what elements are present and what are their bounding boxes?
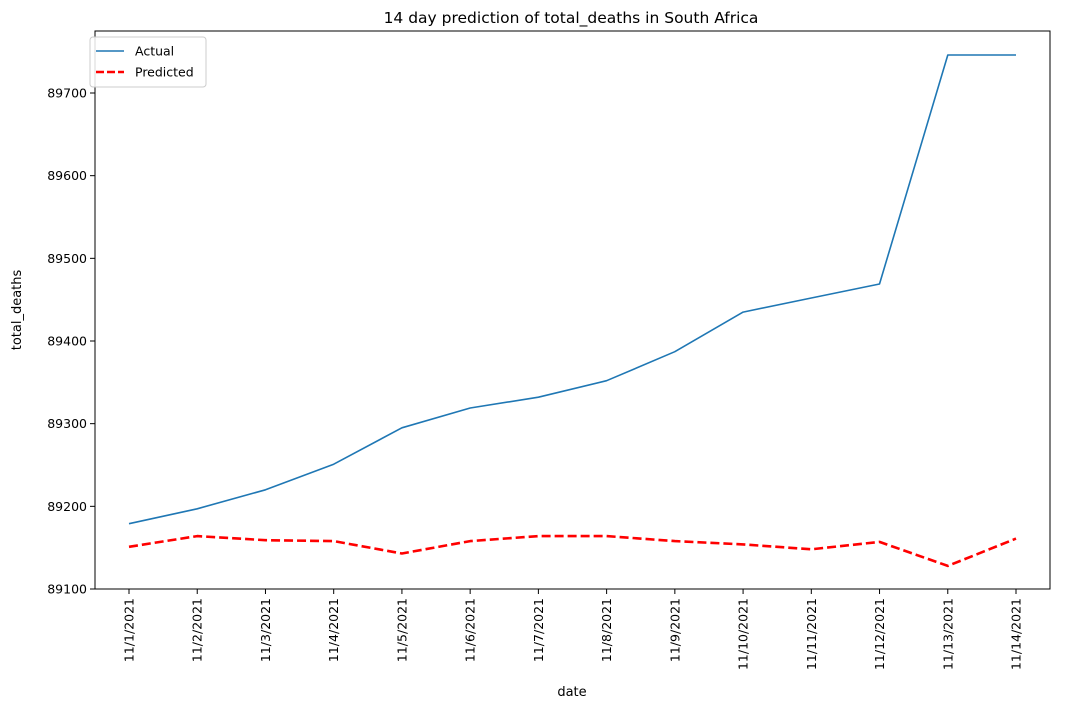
plot-area (94, 30, 1051, 590)
x-tick-label: 11/1/2021 (122, 598, 137, 662)
x-tick-label: 11/8/2021 (599, 598, 614, 662)
legend-label-actual: Actual (135, 44, 174, 59)
x-tick-label: 11/2/2021 (190, 598, 205, 662)
series-lines (128, 54, 1017, 568)
x-axis: 11/1/2021 11/2/2021 11/3/2021 11/4/2021 11/5… (122, 589, 1024, 670)
y-tick-label: 89400 (47, 334, 87, 349)
y-axis: 89100 89200 89300 89400 89500 89600 89700 (47, 86, 95, 597)
legend-box (89, 36, 207, 88)
y-tick-label: 89300 (47, 416, 87, 431)
y-tick-label: 89500 (47, 251, 87, 266)
legend-label-predicted: Predicted (135, 65, 194, 80)
x-tick-label: 11/4/2021 (326, 598, 341, 662)
x-tick-label: 11/9/2021 (667, 598, 682, 662)
x-tick-label: 11/10/2021 (736, 598, 751, 670)
x-tick-label: 11/3/2021 (258, 598, 273, 662)
chart-title: 14 day prediction of total_deaths in Sou… (384, 9, 759, 28)
y-tick-label: 89200 (47, 499, 87, 514)
y-tick-label: 89600 (47, 168, 87, 183)
y-tick-label: 89100 (47, 582, 87, 597)
x-tick-label: 11/12/2021 (872, 598, 887, 670)
series-line-predicted (128, 534, 1017, 568)
x-tick-label: 11/11/2021 (804, 598, 819, 670)
legend: Actual Predicted (89, 36, 207, 88)
y-axis-label: total_deaths (10, 270, 25, 351)
x-tick-label: 11/13/2021 (940, 598, 955, 670)
x-axis-label: date (557, 685, 586, 700)
x-tick-label: 11/14/2021 (1009, 598, 1024, 670)
x-tick-label: 11/7/2021 (531, 598, 546, 662)
x-tick-label: 11/6/2021 (463, 598, 478, 662)
y-tick-label: 89700 (47, 86, 87, 101)
x-tick-label: 11/5/2021 (394, 598, 409, 662)
series-line-actual (128, 54, 1016, 525)
